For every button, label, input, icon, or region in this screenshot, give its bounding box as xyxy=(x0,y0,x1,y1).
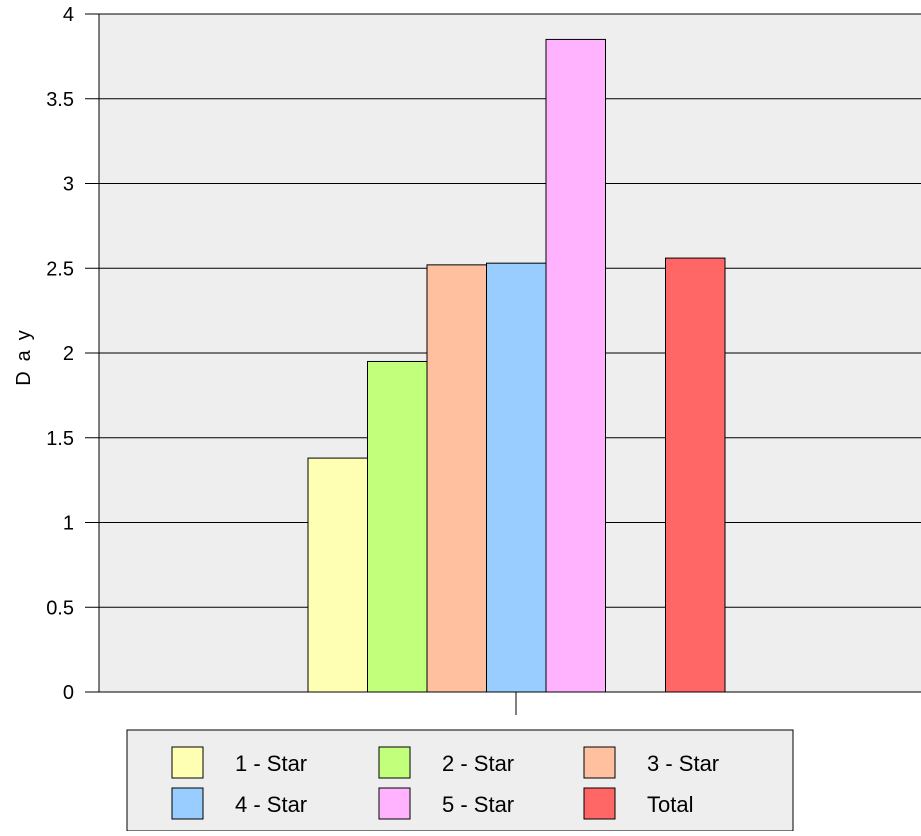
legend: 1 - Star 2 - Star 3 - Star 4 - Star 5 - Star… xyxy=(126,729,794,832)
y-tick-label: 1.5 xyxy=(46,428,74,450)
legend-label-5-star: 5 - Star xyxy=(442,792,514,817)
legend-swatch-4-star xyxy=(171,787,204,820)
legend-label-4-star: 4 - Star xyxy=(235,792,307,817)
bar-4-star xyxy=(486,262,547,693)
bar-total xyxy=(665,257,726,693)
y-tick-label: 2.5 xyxy=(46,258,74,280)
legend-label-2-star: 2 - Star xyxy=(442,751,514,776)
legend-swatch-3-star xyxy=(583,746,616,779)
legend-label-total: Total xyxy=(647,792,693,817)
legend-swatch-2-star xyxy=(378,746,411,779)
y-tick-label: 1 xyxy=(63,513,74,535)
y-axis-title: Day xyxy=(13,320,35,386)
y-tick-label: 2 xyxy=(63,343,74,365)
bar-1-star xyxy=(307,457,368,693)
legend-label-1-star: 1 - Star xyxy=(235,751,307,776)
legend-label-3-star: 3 - Star xyxy=(647,751,719,776)
y-tick-label: 3.5 xyxy=(46,89,74,111)
y-tick-label: 0 xyxy=(63,682,74,704)
legend-swatch-5-star xyxy=(378,787,411,820)
bar-2-star xyxy=(367,360,428,693)
bar-3-star xyxy=(426,264,487,693)
legend-entries: 1 - Star 2 - Star 3 - Star 4 - Star 5 - Star… xyxy=(171,746,719,820)
y-axis-ticks: 0 0.5 1 1.5 2 2.5 3 3.5 4 xyxy=(46,4,99,704)
legend-box xyxy=(126,729,794,832)
y-tick-label: 0.5 xyxy=(46,597,74,619)
y-tick-label: 4 xyxy=(63,4,74,26)
legend-swatch-1-star xyxy=(171,746,204,779)
bar-5-star xyxy=(545,38,606,693)
bars xyxy=(307,38,726,693)
y-tick-label: 3 xyxy=(63,174,74,196)
legend-swatch-total xyxy=(583,787,616,820)
